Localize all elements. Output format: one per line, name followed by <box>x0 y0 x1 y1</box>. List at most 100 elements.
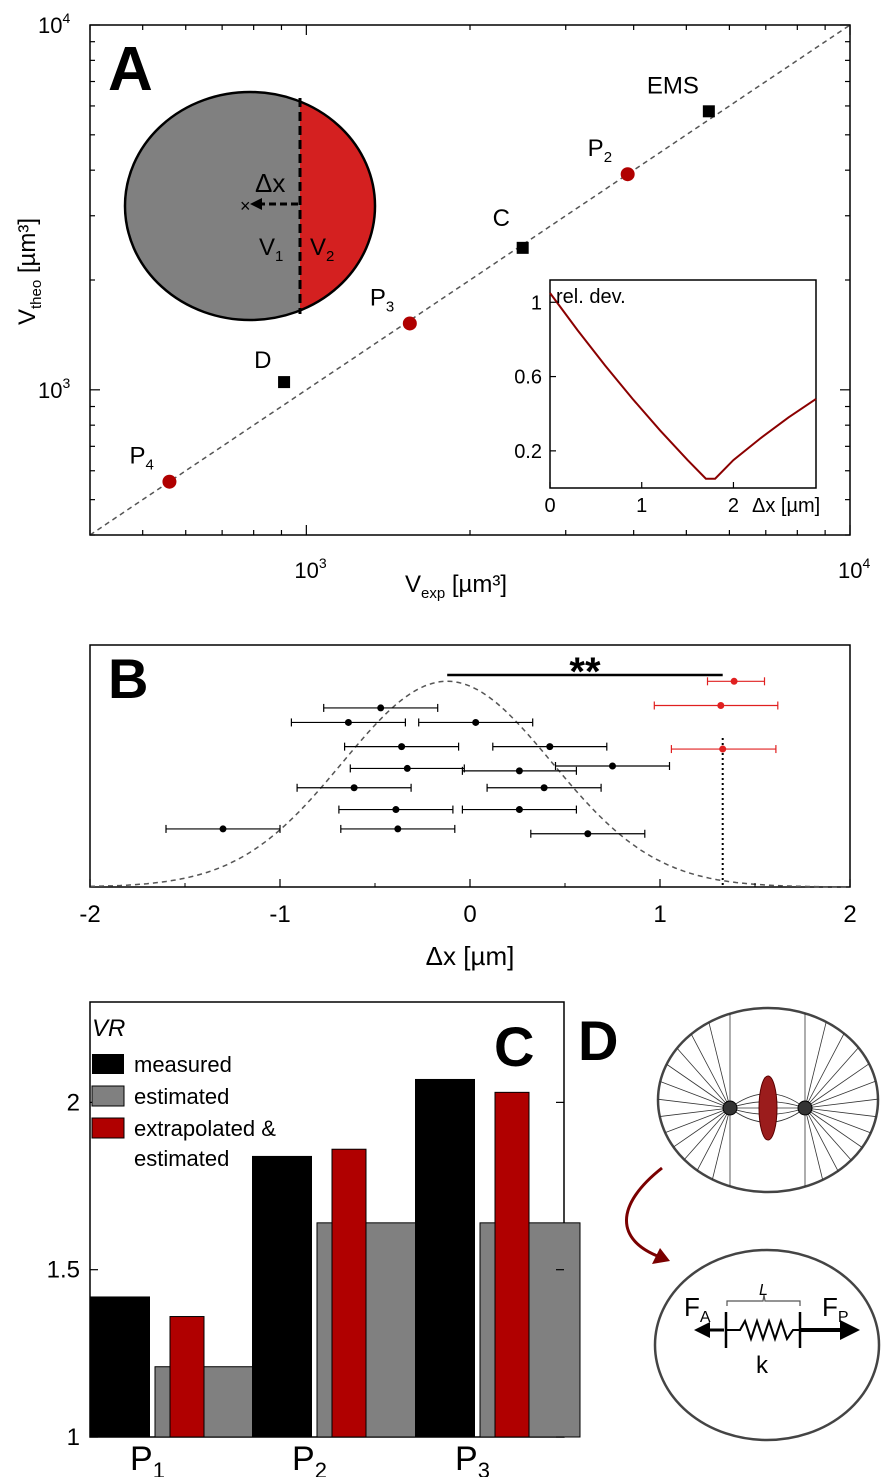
b-xtick-label: 2 <box>843 901 856 928</box>
d-ray-right <box>804 1047 860 1109</box>
b-point <box>398 743 406 751</box>
d-force-a-arrowhead <box>694 1322 710 1338</box>
a-point-p3 <box>402 316 417 331</box>
b-point <box>472 718 480 726</box>
a-point-label: P4 <box>129 443 153 474</box>
a-inset-ytick-label: 0.2 <box>514 441 542 463</box>
c-bars: P1 P2 P3 <box>90 1078 581 1477</box>
legend-label-measured: measured <box>134 1052 232 1077</box>
legend-label-extrapolated-line2: estimated <box>134 1146 229 1171</box>
b-point <box>392 806 400 814</box>
c-legend: VR measured estimated extrapolated & est… <box>91 1015 276 1171</box>
d-force-a-label: FA <box>684 1292 711 1326</box>
d-chromosomes <box>758 1075 778 1141</box>
d-ray-left <box>664 1107 731 1134</box>
c-bar-measured <box>90 1296 150 1437</box>
panel-c-letter: C <box>494 1015 534 1078</box>
d-ray-left <box>696 1107 731 1172</box>
v1-label: V1 <box>259 234 283 265</box>
d-centrosome-left <box>722 1100 738 1116</box>
b-point-red <box>730 677 738 685</box>
a-ytick-label: 103 <box>38 375 70 403</box>
legend-swatch-measured <box>92 1054 124 1074</box>
a-point-p2 <box>620 167 635 182</box>
b-point <box>609 762 616 770</box>
c-category-label: P3 <box>455 1440 490 1477</box>
b-point <box>403 764 411 772</box>
a-point-c <box>516 241 529 254</box>
d-spindle-diagram <box>656 1006 880 1194</box>
a-inset-ylabel: rel. dev. <box>556 286 626 308</box>
d-ray-left <box>676 1047 731 1109</box>
a-xlabel: Vexp [µm³] <box>405 571 507 602</box>
d-ray-left <box>711 1107 731 1180</box>
a-inset-xtick-label: 2 <box>728 495 739 517</box>
a-inset-curve <box>549 292 817 480</box>
b-point <box>394 825 402 833</box>
b-xlabel: Δx [µm] <box>426 941 515 971</box>
c-category-label: P1 <box>130 1440 165 1477</box>
a-inset-xtick-label: 0 <box>544 495 555 517</box>
panel-c: P1 P2 P3 11.52 C VR measured estimated ext… <box>47 1001 581 1477</box>
a-inset-ytick-label: 0.6 <box>514 367 542 389</box>
a-inset-frame <box>549 279 817 489</box>
a-point-label: D <box>254 347 271 374</box>
d-ray-left <box>672 1107 731 1148</box>
a-inset-xtick-label: 1 <box>636 495 647 517</box>
c-category-label: P2 <box>292 1440 327 1477</box>
panel-d: D L k FA FP <box>578 1006 881 1442</box>
c-bar-measured <box>252 1155 312 1437</box>
c-bar-extrapolated <box>494 1091 530 1438</box>
d-ray-left <box>690 1033 731 1109</box>
b-gaussian-curve <box>89 680 850 888</box>
c-ytick-label: 1 <box>67 1424 80 1451</box>
a-xtick-label: 104 <box>838 555 870 583</box>
d-length-label: L <box>759 1282 768 1299</box>
d-ray-right <box>804 1107 852 1161</box>
d-ray-right <box>804 1107 877 1118</box>
d-ray-left <box>659 1081 731 1109</box>
d-transition-arrowhead <box>652 1248 670 1264</box>
d-cell-outline-bottom <box>653 1248 881 1442</box>
a-inset-xlabel: Δx [µm] <box>752 495 820 517</box>
d-ray-right <box>804 1021 827 1109</box>
d-ray-right <box>804 1107 839 1172</box>
b-xtick-label: -2 <box>79 901 100 928</box>
d-ray-right <box>804 1098 879 1109</box>
d-model-diagram: L k FA FP <box>653 1248 881 1442</box>
legend-swatch-extrapolated <box>91 1117 125 1139</box>
d-ray-right <box>804 1080 877 1109</box>
v2-label: V2 <box>310 234 334 265</box>
b-point-red <box>719 745 727 753</box>
embryo-center-marker: × <box>240 196 251 216</box>
d-force-p-arrowhead <box>840 1320 860 1340</box>
d-force-p-label: FP <box>822 1292 849 1326</box>
c-ytick-label: 2 <box>67 1089 80 1116</box>
a-ylabel: Vtheo [µm³] <box>14 218 45 325</box>
a-point-p4 <box>162 474 177 489</box>
delta-x-label: Δx <box>255 168 285 198</box>
b-xtick-label: 1 <box>653 901 666 928</box>
a-point-label: P2 <box>588 135 612 166</box>
c-legend-title: VR <box>92 1015 125 1042</box>
d-length-bracket <box>726 1294 801 1306</box>
delta-x-arrowhead <box>250 198 262 210</box>
d-ray-right <box>804 1107 872 1134</box>
d-spring-label: k <box>756 1352 769 1379</box>
b-xtick-label: 0 <box>463 901 476 928</box>
a-point-d <box>278 376 291 389</box>
d-ray-left <box>666 1063 731 1109</box>
a-point-label: EMS <box>647 72 699 99</box>
b-point <box>540 784 548 792</box>
d-ray-right <box>804 1107 824 1180</box>
legend-label-estimated: estimated <box>134 1084 229 1109</box>
c-ticks: 11.52 <box>47 1089 564 1451</box>
c-bar-extrapolated <box>331 1148 367 1438</box>
panel-a-letter: A <box>108 35 153 104</box>
b-points <box>165 677 779 838</box>
d-ray-right <box>804 1107 863 1149</box>
c-bar-extrapolated <box>169 1316 205 1438</box>
d-centrosome-right <box>797 1100 813 1116</box>
